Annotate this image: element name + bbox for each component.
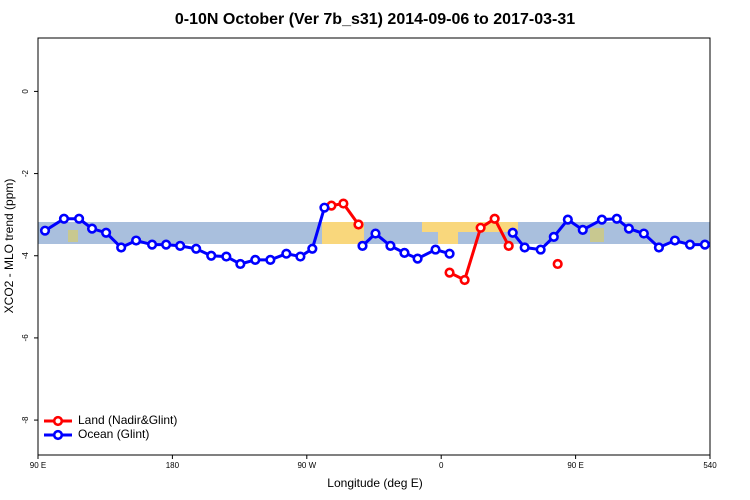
point bbox=[548, 231, 559, 242]
point bbox=[39, 225, 51, 236]
point bbox=[412, 253, 423, 264]
y-tick-label: 0 bbox=[21, 89, 30, 94]
point bbox=[58, 213, 70, 224]
point bbox=[385, 240, 396, 251]
x-tick-label: 90 E bbox=[30, 461, 46, 470]
y-tick-label: -8 bbox=[21, 416, 30, 424]
point bbox=[250, 254, 261, 265]
x-tick-label: 90 E bbox=[567, 461, 583, 470]
point bbox=[577, 224, 588, 235]
legend-marker bbox=[52, 429, 64, 441]
point bbox=[281, 248, 292, 259]
point bbox=[295, 251, 306, 262]
point bbox=[475, 222, 486, 233]
point bbox=[73, 213, 85, 224]
point bbox=[116, 242, 127, 253]
point bbox=[444, 248, 455, 259]
chart-title: 0-10N October (Ver 7b_s31) 2014-09-06 to… bbox=[175, 11, 575, 28]
point bbox=[638, 228, 649, 239]
point bbox=[430, 244, 441, 255]
point bbox=[221, 251, 232, 262]
point bbox=[503, 240, 514, 251]
point bbox=[307, 243, 318, 254]
point bbox=[146, 239, 158, 250]
point bbox=[131, 235, 142, 246]
point bbox=[669, 235, 681, 246]
point bbox=[191, 243, 202, 254]
point bbox=[370, 228, 381, 239]
point bbox=[596, 214, 607, 225]
point bbox=[175, 240, 186, 251]
point bbox=[265, 254, 276, 265]
point bbox=[399, 247, 410, 258]
point bbox=[459, 274, 470, 286]
point bbox=[338, 198, 349, 209]
x-tick-label: 180 bbox=[166, 461, 180, 470]
point bbox=[552, 258, 563, 270]
point bbox=[507, 227, 518, 238]
point bbox=[611, 213, 622, 224]
x-tick-label: 0 bbox=[439, 461, 444, 470]
point bbox=[319, 202, 330, 213]
point bbox=[161, 239, 172, 250]
point bbox=[444, 267, 455, 278]
point bbox=[235, 258, 246, 270]
y-axis-label: XCO2 - MLO trend (ppm) bbox=[2, 179, 16, 314]
x-tick-label: 90 W bbox=[297, 461, 316, 470]
y-tick-label: -6 bbox=[21, 334, 30, 342]
legend-marker bbox=[52, 415, 64, 427]
point bbox=[535, 244, 546, 255]
point bbox=[699, 239, 711, 250]
point bbox=[623, 223, 635, 234]
point bbox=[684, 239, 696, 250]
point bbox=[357, 240, 368, 251]
point bbox=[562, 214, 573, 225]
point bbox=[519, 242, 530, 253]
point bbox=[353, 219, 364, 230]
legend-label: Ocean (Glint) bbox=[78, 427, 149, 441]
point bbox=[653, 242, 665, 253]
legend-label: Land (Nadir&Glint) bbox=[78, 413, 177, 427]
point bbox=[100, 227, 112, 238]
point bbox=[206, 250, 217, 261]
x-tick-label: 540 bbox=[703, 461, 717, 470]
y-tick-label: -4 bbox=[21, 252, 30, 260]
x-axis-label: Longitude (deg E) bbox=[327, 476, 422, 490]
y-tick-label: -2 bbox=[21, 169, 30, 177]
point bbox=[86, 223, 98, 234]
point bbox=[489, 213, 500, 224]
plot-frame bbox=[37, 37, 711, 456]
